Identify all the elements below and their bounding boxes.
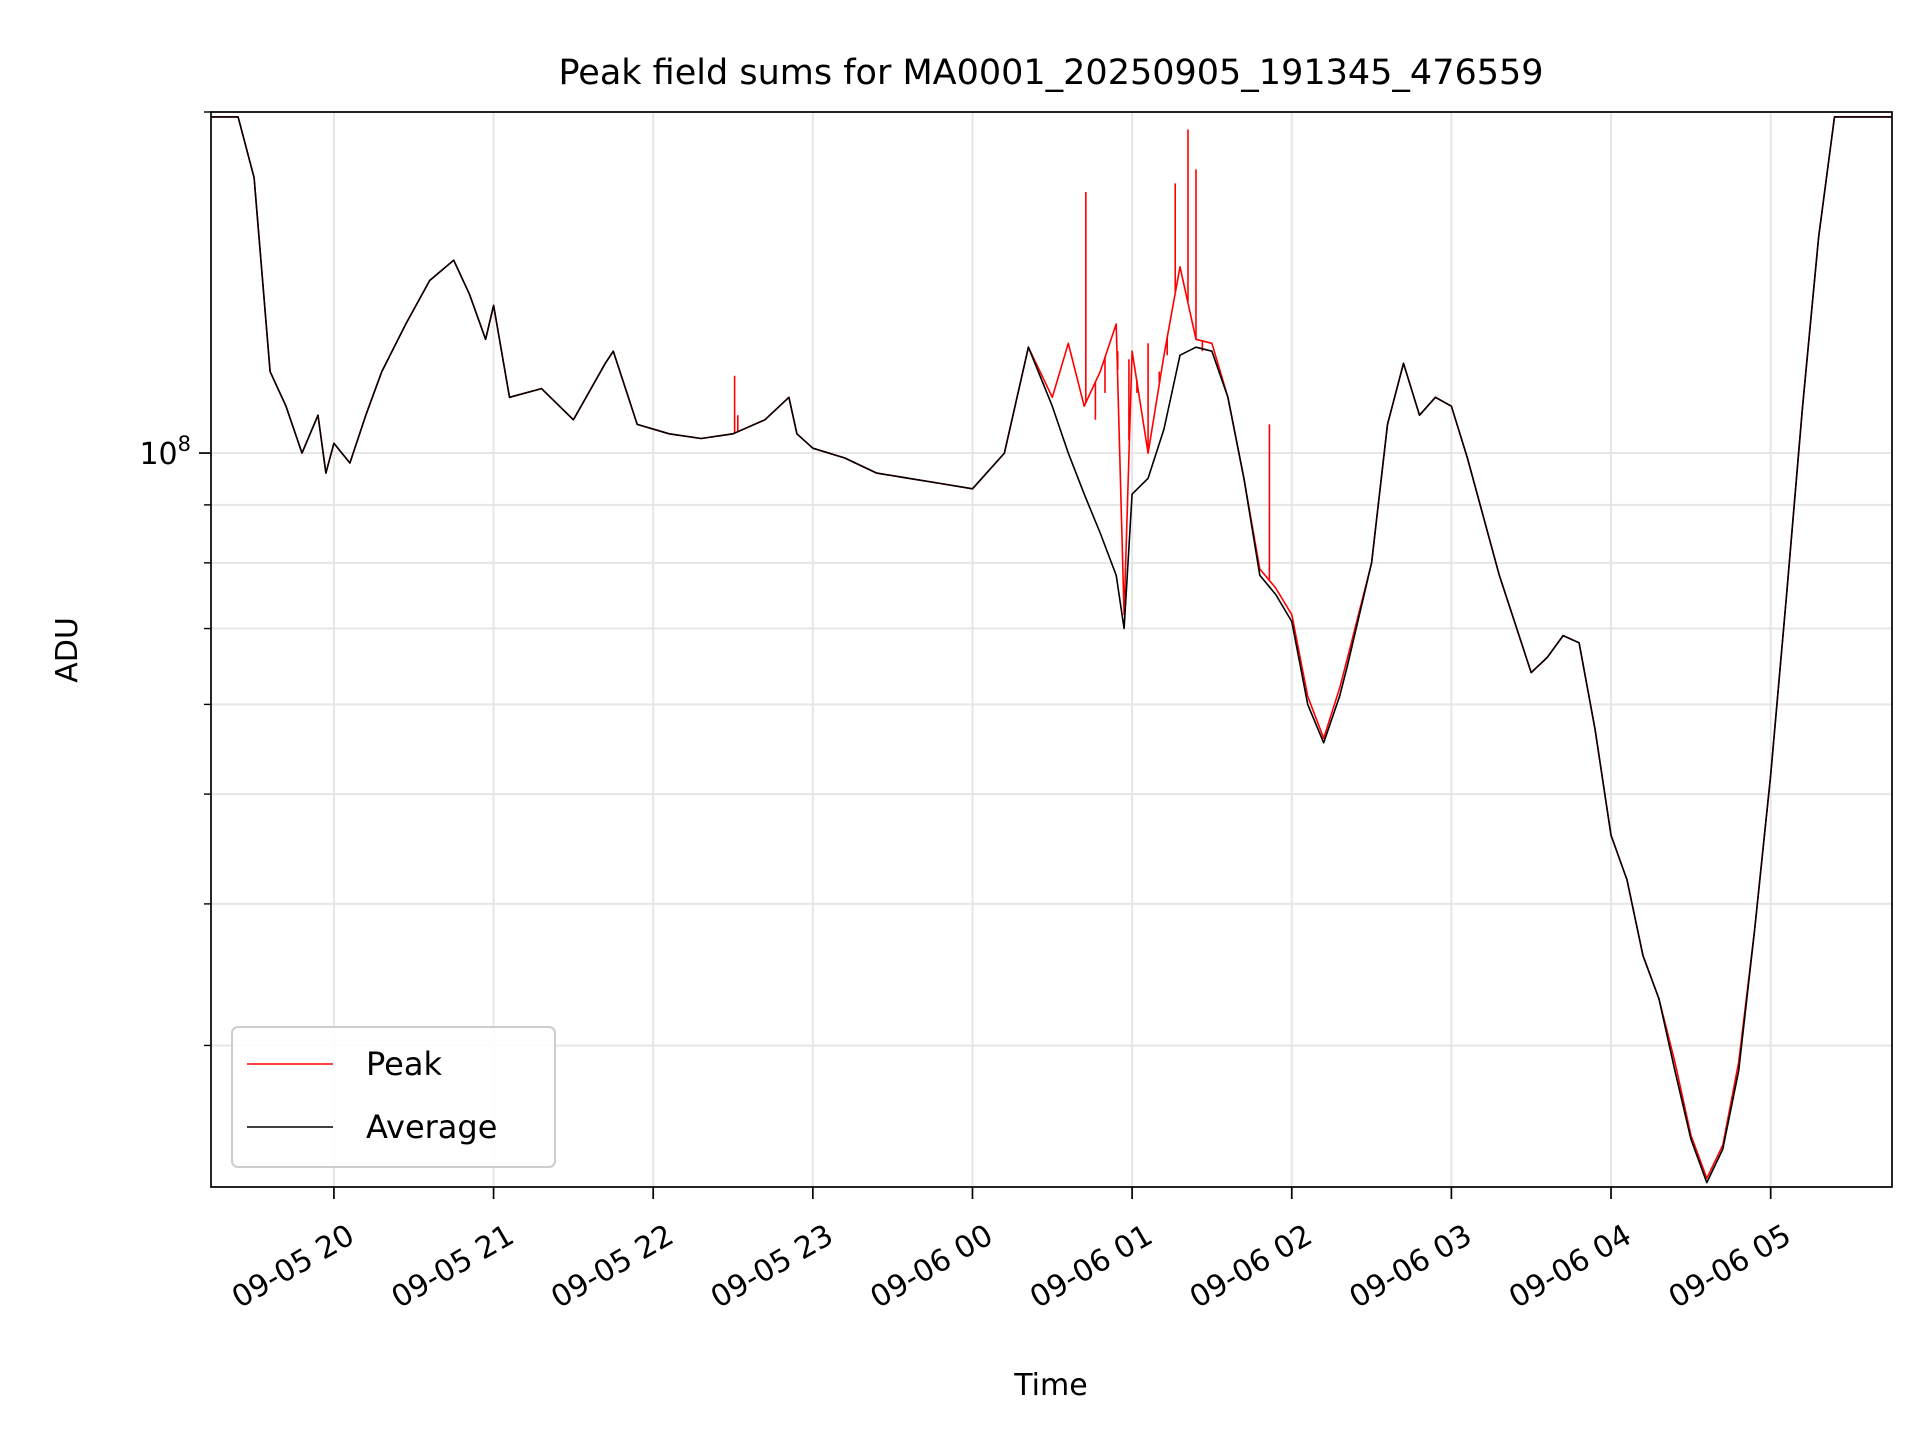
legend-label-peak: Peak — [366, 1045, 442, 1083]
y-tick-label-exponent: 8 — [178, 432, 191, 456]
series-line-average — [211, 116, 1892, 1184]
series-layer — [211, 116, 1892, 1184]
plot-area — [210, 111, 1893, 1188]
y-axis: 108 — [139, 111, 211, 1047]
y-axis-label: ADU — [50, 617, 85, 683]
y-tick-label-base: 10 — [139, 437, 177, 472]
plot-background — [211, 112, 1892, 1187]
legend-label-average: Average — [366, 1108, 497, 1146]
legend: Peak Average — [231, 1026, 556, 1168]
legend-box — [231, 1026, 556, 1168]
plot-frame — [210, 111, 1893, 1188]
x-axis-label: Time — [1013, 1368, 1087, 1403]
chart-title: Peak field sums for MA0001_20250905_1913… — [558, 53, 1543, 93]
y-tick-label: 108 — [139, 432, 191, 472]
